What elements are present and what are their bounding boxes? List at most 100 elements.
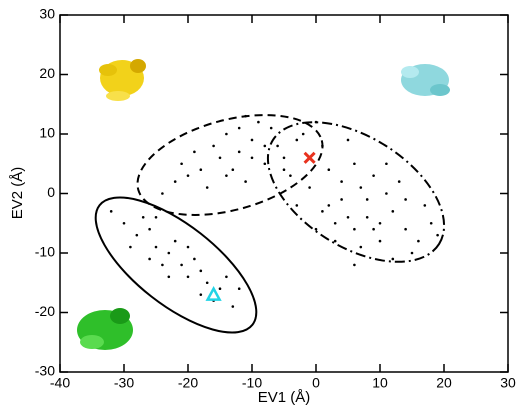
point — [378, 239, 382, 243]
point — [218, 287, 222, 291]
point — [237, 126, 241, 130]
point — [346, 138, 350, 142]
point — [321, 210, 324, 213]
x-tick-label: -20 — [178, 375, 198, 391]
x-axis-label: EV1 (Å) — [258, 389, 311, 406]
point — [199, 293, 203, 296]
point — [237, 150, 241, 154]
protein-green — [77, 308, 133, 350]
point — [282, 156, 286, 160]
point — [161, 192, 164, 195]
point — [372, 174, 375, 177]
point — [231, 168, 235, 171]
point — [353, 162, 356, 166]
y-axis-label: EV2 (Å) — [9, 167, 26, 220]
point — [314, 227, 318, 231]
point — [391, 257, 395, 261]
x-tick-label: -40 — [50, 375, 70, 391]
point — [397, 180, 401, 183]
point — [327, 204, 331, 207]
x-tick-label: 10 — [372, 375, 388, 391]
point — [263, 162, 267, 166]
point — [333, 239, 337, 243]
point — [218, 156, 222, 160]
point — [148, 227, 151, 231]
point — [257, 120, 260, 124]
y-tick-label: -10 — [35, 244, 55, 260]
point — [135, 233, 139, 237]
point — [295, 204, 299, 207]
protein-yellow — [99, 59, 146, 101]
point — [173, 180, 177, 183]
point — [372, 227, 375, 231]
point — [180, 162, 183, 166]
point — [353, 227, 356, 231]
protein-cyan — [401, 64, 450, 96]
point — [244, 180, 247, 183]
x-tick-label: -30 — [114, 375, 134, 391]
point — [193, 150, 196, 154]
point — [404, 227, 407, 231]
point — [333, 221, 337, 225]
point — [353, 263, 356, 267]
point — [282, 168, 286, 171]
point — [391, 210, 395, 213]
point — [225, 275, 228, 279]
point — [385, 162, 388, 166]
point — [205, 186, 209, 189]
point — [295, 138, 299, 142]
point — [250, 138, 254, 142]
point — [180, 263, 183, 267]
point — [404, 198, 407, 201]
point — [199, 168, 203, 171]
point — [340, 180, 343, 183]
point — [148, 257, 151, 261]
point — [340, 198, 343, 201]
ellipse-solid — [94, 196, 258, 334]
point — [423, 204, 427, 207]
marker-x — [303, 151, 316, 164]
x-tick-label: 30 — [500, 375, 516, 391]
point — [212, 144, 215, 148]
point — [154, 245, 158, 249]
point — [365, 216, 369, 219]
point — [141, 216, 145, 219]
point — [186, 275, 190, 279]
point — [250, 156, 254, 160]
point — [129, 245, 132, 249]
x-tick-label: -10 — [242, 375, 262, 391]
point — [269, 126, 273, 130]
point — [167, 275, 171, 279]
point — [429, 221, 433, 225]
point — [109, 210, 113, 213]
point — [410, 251, 414, 255]
point — [365, 198, 369, 201]
point — [385, 192, 388, 195]
point — [186, 174, 190, 177]
point — [186, 245, 190, 249]
point — [301, 132, 305, 136]
ellipse-dashdot — [266, 121, 446, 263]
point — [167, 251, 171, 255]
point — [193, 257, 196, 261]
y-tick-label: 0 — [47, 184, 55, 200]
point — [308, 186, 311, 189]
point — [173, 239, 177, 243]
point — [417, 239, 420, 243]
point — [346, 216, 350, 219]
marks — [109, 114, 439, 308]
y-tick-label: 30 — [39, 6, 55, 22]
point — [161, 263, 164, 267]
point — [436, 233, 439, 237]
point — [231, 305, 235, 308]
point — [199, 269, 203, 273]
point — [205, 281, 209, 285]
marker-triangle — [205, 286, 222, 301]
point — [225, 132, 228, 136]
point — [289, 174, 292, 177]
x-tick-label: 0 — [312, 375, 320, 391]
x-tick-label: 20 — [436, 375, 452, 391]
point — [378, 221, 382, 225]
y-tick-label: -30 — [35, 363, 55, 379]
